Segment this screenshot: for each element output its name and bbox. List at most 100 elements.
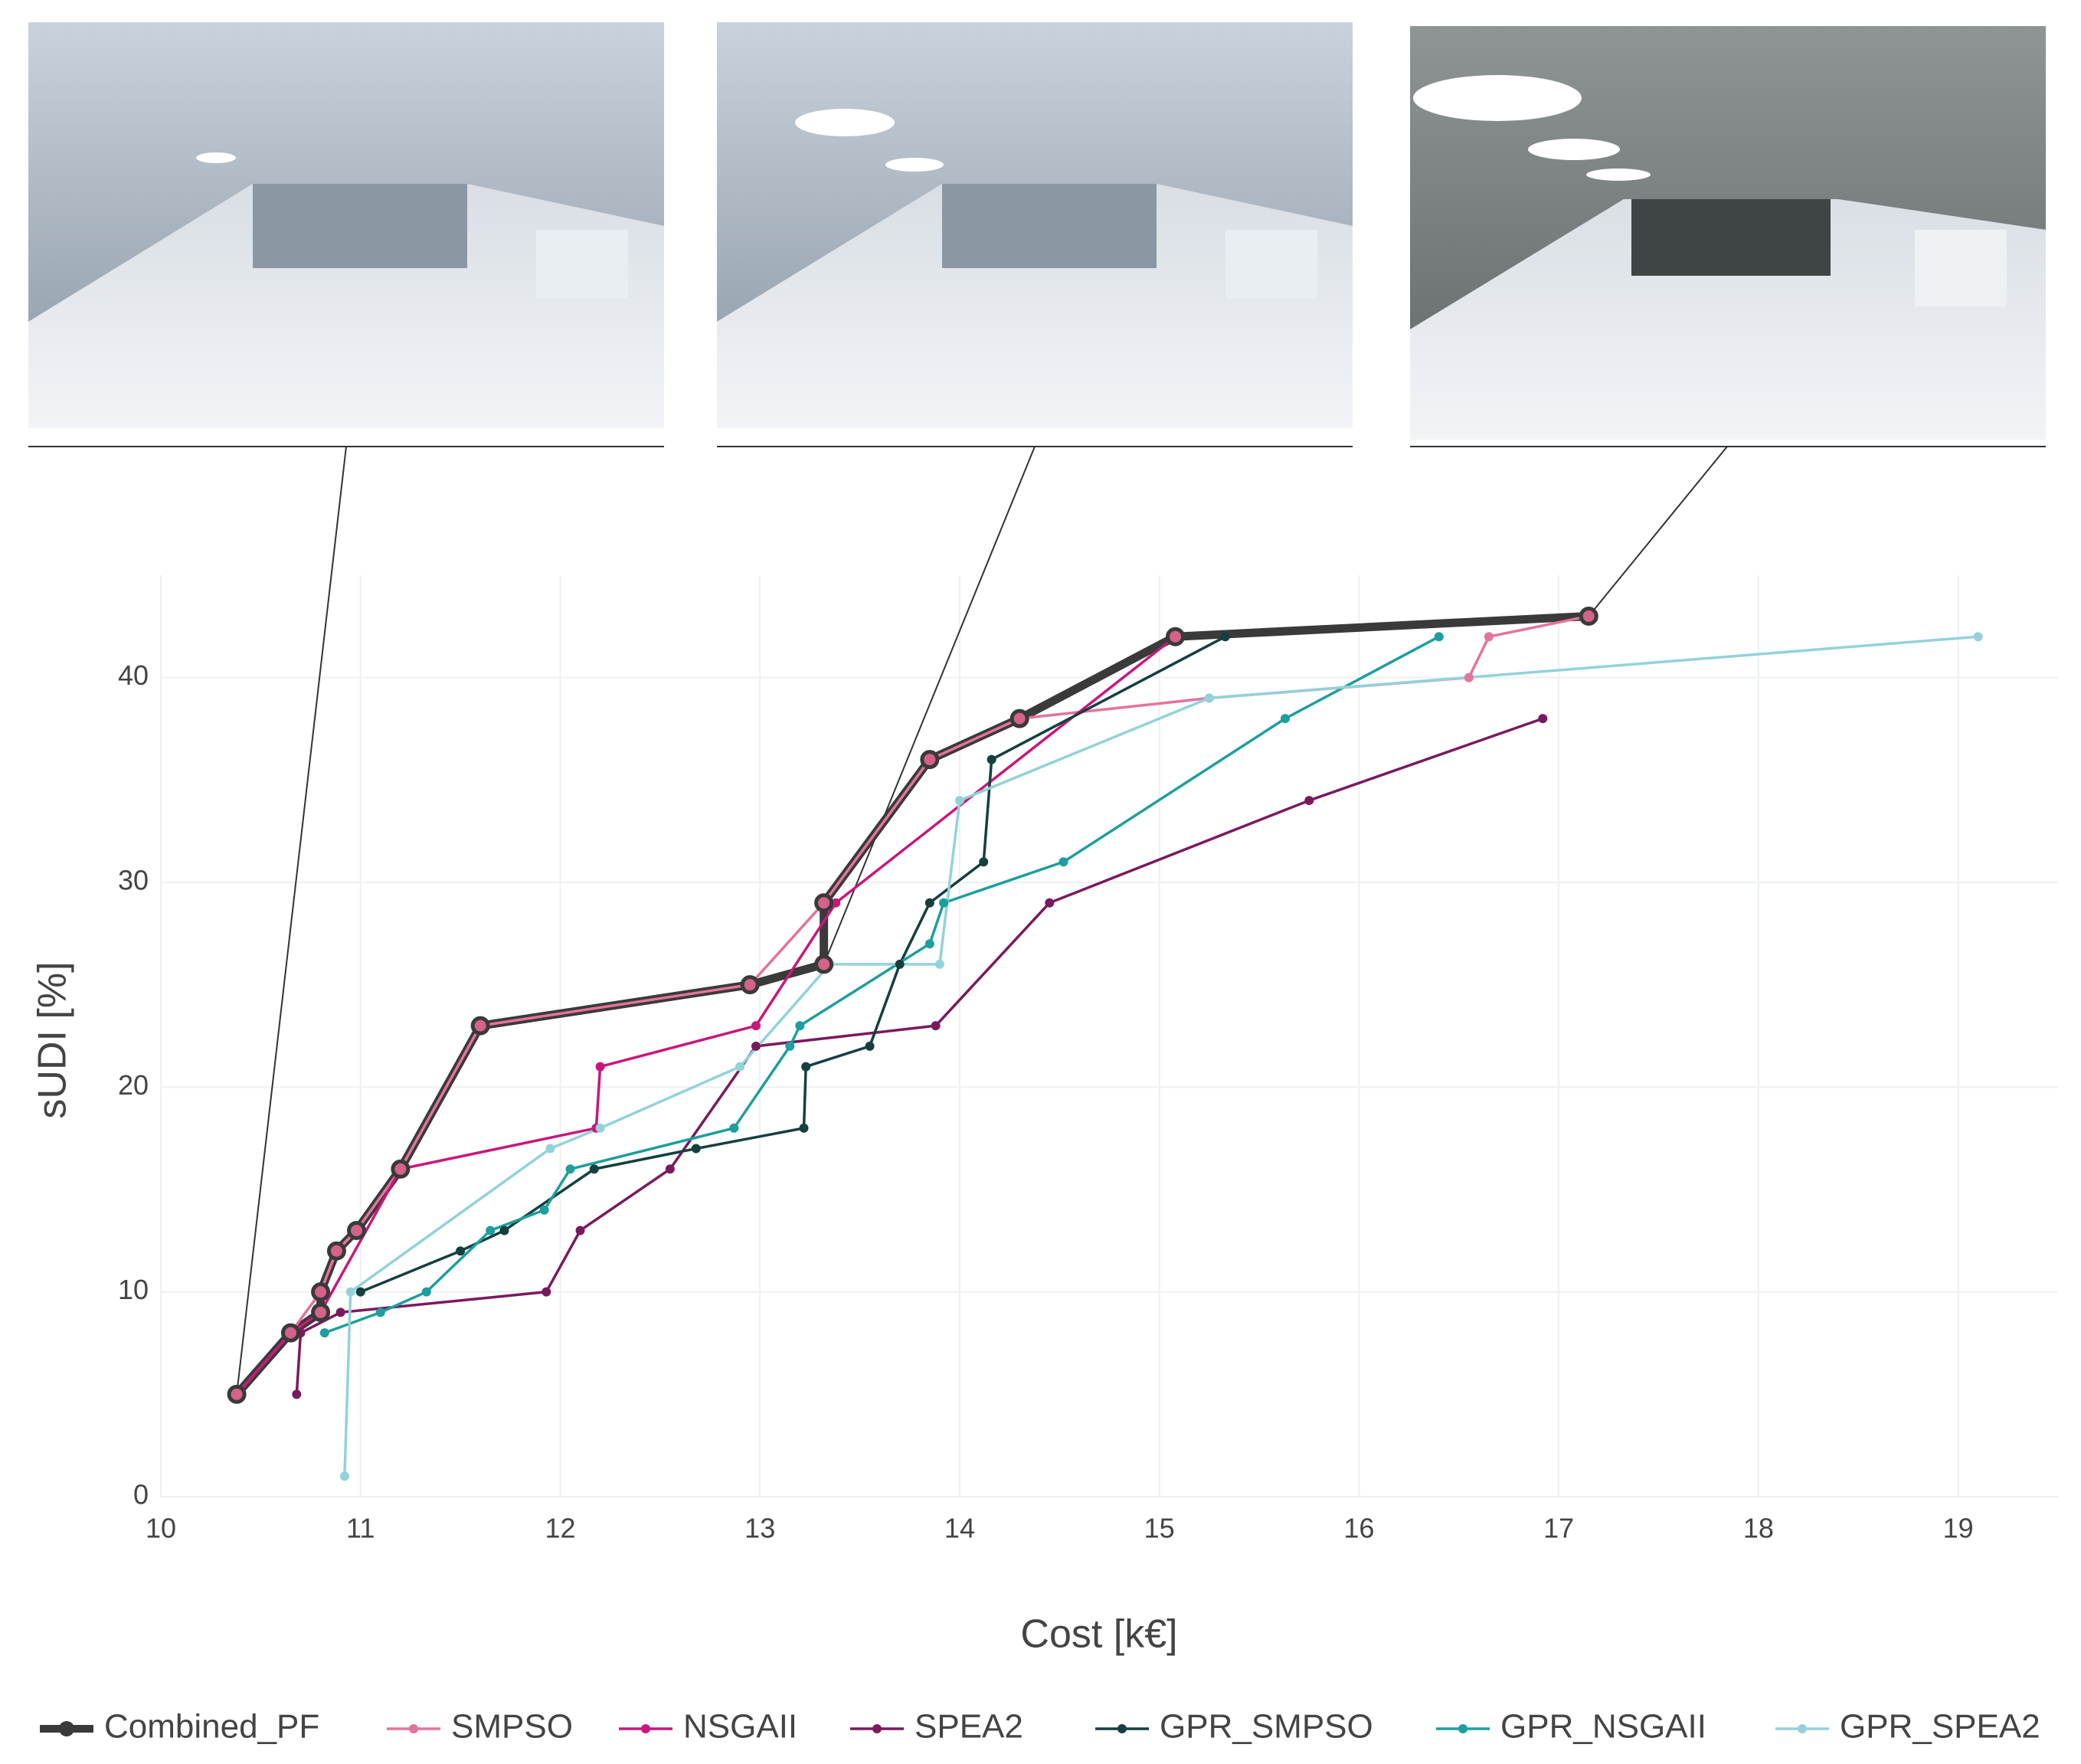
y-tick-label: 40 <box>118 659 149 691</box>
data-point <box>329 1243 344 1258</box>
data-point <box>473 1018 488 1033</box>
data-point <box>895 960 905 969</box>
data-point <box>542 1288 551 1297</box>
data-point <box>931 1021 941 1030</box>
y-tick-label: 30 <box>118 865 149 896</box>
data-point <box>376 1307 385 1317</box>
data-point <box>283 1325 298 1340</box>
data-point <box>692 1144 701 1154</box>
x-tick-label: 14 <box>944 1513 975 1544</box>
data-point <box>545 1144 555 1154</box>
data-point <box>1538 714 1547 723</box>
x-tick-label: 10 <box>146 1513 176 1544</box>
data-point <box>576 1226 585 1235</box>
data-point <box>1012 711 1027 726</box>
data-point <box>499 1226 509 1235</box>
data-point <box>1281 714 1290 723</box>
data-point <box>1168 629 1183 644</box>
data-point <box>1435 632 1444 641</box>
data-point <box>313 1304 329 1320</box>
legend-swatch <box>1117 1724 1127 1733</box>
y-tick-label: 20 <box>118 1069 149 1101</box>
data-point <box>939 898 948 908</box>
data-point <box>1464 673 1474 682</box>
data-point <box>801 1062 810 1072</box>
series-line <box>345 637 1978 1476</box>
data-point <box>955 796 964 805</box>
series-line <box>361 637 1225 1291</box>
series-line <box>237 637 1175 1394</box>
legend-label: Combined_PF <box>104 1708 319 1746</box>
y-axis-title: sUDI [%] <box>31 961 75 1118</box>
data-point <box>596 1062 605 1072</box>
legend-label: NSGAII <box>683 1708 797 1746</box>
legend-swatch <box>1458 1724 1467 1733</box>
data-point <box>800 1124 809 1133</box>
data-point <box>1304 796 1314 805</box>
data-point <box>816 957 832 972</box>
data-point <box>1484 632 1494 641</box>
x-axis-title: Cost [k€] <box>1020 1612 1177 1657</box>
data-point <box>865 1042 875 1051</box>
legend-swatch <box>409 1724 418 1733</box>
series-line <box>296 718 1543 1394</box>
data-point <box>336 1307 345 1317</box>
y-tick-label: 10 <box>118 1274 149 1305</box>
x-tick-label: 13 <box>744 1513 775 1544</box>
data-point <box>751 1042 761 1051</box>
data-point <box>1581 608 1596 623</box>
data-point <box>540 1206 549 1215</box>
data-point <box>356 1288 365 1297</box>
x-tick-label: 11 <box>346 1513 375 1544</box>
data-point <box>229 1386 244 1402</box>
render-view <box>28 22 664 428</box>
data-point <box>922 752 937 767</box>
data-point <box>735 1062 744 1072</box>
data-point <box>925 939 934 948</box>
data-point <box>666 1164 675 1173</box>
data-point <box>785 1042 794 1051</box>
legend-swatch <box>59 1721 74 1736</box>
legend-swatch <box>1798 1724 1807 1733</box>
data-point <box>393 1161 408 1177</box>
data-point <box>1059 857 1068 866</box>
data-point <box>795 1021 804 1030</box>
chart: 10111213141516171819010203040 Cost [k€] … <box>0 0 2081 1764</box>
data-point <box>1205 693 1214 702</box>
legend-swatch <box>641 1724 650 1733</box>
data-point <box>751 1021 761 1030</box>
data-point <box>292 1389 301 1399</box>
x-tick-label: 17 <box>1543 1513 1574 1544</box>
leader-line <box>1589 447 1727 616</box>
render-view <box>717 22 1353 428</box>
legend-label: SMPSO <box>451 1708 573 1746</box>
data-point <box>340 1471 349 1481</box>
data-point <box>816 895 832 911</box>
data-point <box>346 1288 355 1297</box>
legend-label: GPR_NSGAII <box>1500 1708 1706 1746</box>
data-point <box>349 1222 365 1238</box>
data-point <box>925 898 934 908</box>
render-view <box>1410 26 2046 440</box>
data-point <box>320 1328 329 1337</box>
data-point <box>1974 632 1983 641</box>
data-point <box>1221 632 1230 641</box>
data-point <box>596 1124 605 1133</box>
data-point <box>422 1288 431 1297</box>
data-point <box>456 1246 465 1255</box>
data-point <box>979 857 988 866</box>
data-point <box>935 960 944 969</box>
data-point <box>566 1164 575 1173</box>
x-tick-label: 16 <box>1343 1513 1374 1544</box>
data-point <box>1045 898 1054 908</box>
y-tick-label: 0 <box>133 1479 149 1510</box>
data-point <box>313 1285 329 1300</box>
data-point <box>486 1226 495 1235</box>
data-point <box>987 755 996 764</box>
data-point <box>590 1164 599 1173</box>
x-tick-label: 15 <box>1144 1513 1175 1544</box>
legend-label: GPR_SMPSO <box>1160 1708 1373 1746</box>
data-point <box>742 977 757 993</box>
legend-label: GPR_SPEA2 <box>1840 1708 2040 1746</box>
legend-swatch <box>872 1724 882 1733</box>
